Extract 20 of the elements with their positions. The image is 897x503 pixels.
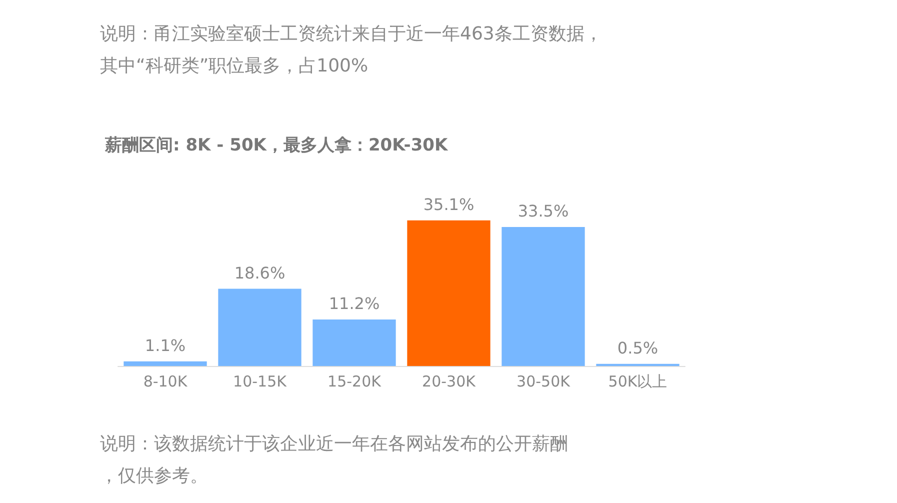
data-label: 1.1%: [144, 336, 186, 355]
text: 说明：该数据统计于该企业近一年在各网站发布的公开薪酬，仅供参考。: [100, 434, 568, 486]
data-label: 0.5%: [617, 338, 658, 358]
data-label: 33.5%: [518, 201, 569, 220]
bar: [124, 361, 207, 366]
x-tick-label: 30-50K: [516, 372, 572, 390]
data-label: 18.6%: [234, 263, 286, 282]
x-tick-label: 50K以上: [608, 372, 668, 390]
chart-title: 薪酬区间: 8K - 50K，最多人拿：20K-30K: [104, 136, 449, 156]
x-tick-label: 8-10K: [143, 372, 188, 390]
x-tick-label: 10-15K: [233, 372, 288, 390]
data-label: 35.1%: [423, 194, 474, 214]
data-label: 11.2%: [328, 294, 380, 314]
bar: [502, 226, 585, 366]
x-tick-label: 15-20K: [328, 372, 382, 390]
bar: [407, 220, 490, 366]
bar: [218, 288, 302, 366]
x-tick-label: 20-30K: [422, 372, 477, 390]
text: 说明：甬江实验室硕士工资统计来自于近一年463条工资数据，其中“科研类”职位最多，占100%: [100, 24, 602, 76]
bar: [312, 320, 396, 366]
